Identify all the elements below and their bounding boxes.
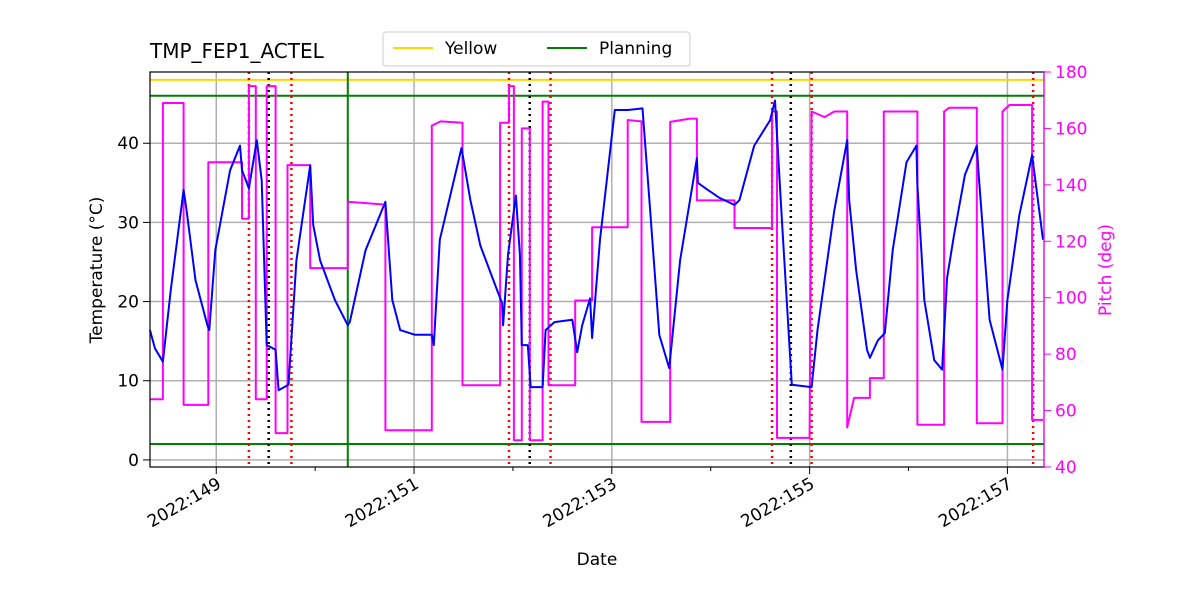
y2-tick-label: 140	[1055, 176, 1087, 196]
plot-area	[149, 72, 1044, 467]
legend: Yellow Planning	[382, 31, 691, 67]
y2-tick-label: 120	[1055, 232, 1087, 252]
x-tick-label: 2022:157	[935, 474, 1016, 532]
y-tick-label: 30	[117, 213, 139, 233]
y2-tick-label: 160	[1055, 119, 1087, 139]
y-tick-label: 10	[117, 372, 139, 392]
y-axis-label: Temperature (°C)	[87, 197, 107, 345]
x-tick-label: 2022:151	[342, 474, 423, 532]
y-tick-label: 40	[117, 134, 139, 154]
x-tick-label: 2022:149	[144, 474, 225, 532]
axes: 2022:149 2022:151 2022:153 2022:155 2022:157…	[117, 63, 1087, 532]
y2-tick-label: 80	[1055, 345, 1077, 365]
pitch-series-line	[150, 85, 1043, 442]
y2-tick-label: 180	[1055, 63, 1087, 83]
x-axis-label: Date	[577, 550, 618, 570]
x-tick-label: 2022:155	[738, 474, 819, 532]
x-tick-label: 2022:153	[540, 474, 621, 532]
y2-tick-label: 40	[1055, 458, 1077, 478]
y-tick-label: 0	[128, 451, 139, 471]
y2-tick-label: 100	[1055, 289, 1087, 309]
y-tick-label: 20	[117, 293, 139, 313]
y2-tick-label: 60	[1055, 402, 1077, 422]
legend-yellow-label: Yellow	[444, 39, 497, 59]
temperature-series-line	[149, 99, 1044, 392]
chart-title: TMP_FEP1_ACTEL	[149, 39, 325, 63]
y2-axis-label: Pitch (deg)	[1096, 224, 1116, 316]
legend-planning-label: Planning	[599, 39, 672, 59]
